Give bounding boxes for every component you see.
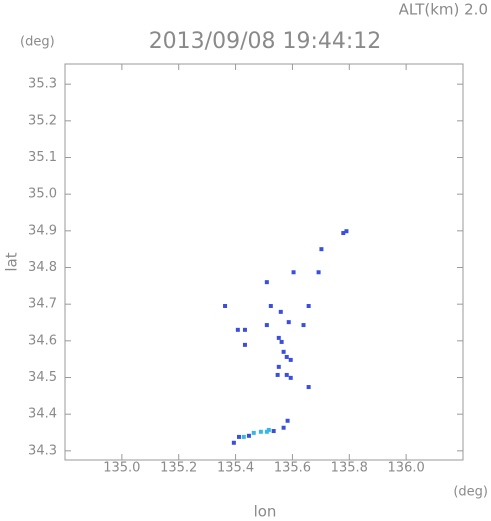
echo-point xyxy=(316,270,321,275)
echo-point xyxy=(241,434,246,439)
y-tick-label: 34.3 xyxy=(28,443,57,458)
y-tick-label: 34.6 xyxy=(28,333,57,348)
echo-point xyxy=(223,304,228,308)
x-unit: (deg) xyxy=(453,485,488,500)
y-tick-label: 34.5 xyxy=(28,370,57,385)
x-tick-label: 135.4 xyxy=(217,461,254,476)
x-tick-label: 135.6 xyxy=(274,461,311,476)
echo-point xyxy=(319,247,324,252)
echo-point xyxy=(271,429,276,434)
echo-point xyxy=(278,309,283,314)
echo-point xyxy=(288,357,293,362)
echo-point xyxy=(231,440,236,445)
echo-point xyxy=(279,339,284,344)
y-tick-label: 34.8 xyxy=(28,260,57,275)
echo-point xyxy=(242,327,247,332)
echo-point xyxy=(285,418,290,423)
y-tick-label: 35.0 xyxy=(28,187,57,202)
echo-point xyxy=(266,427,271,432)
echo-point xyxy=(286,320,291,325)
y-tick-label: 35.2 xyxy=(28,113,57,128)
echo-point xyxy=(236,434,241,439)
y-tick-label: 34.9 xyxy=(28,223,57,238)
echo-point xyxy=(284,372,289,377)
y-tick-label: 34.7 xyxy=(28,297,57,312)
y-tick-label: 34.4 xyxy=(28,407,57,422)
echo-point xyxy=(306,385,311,390)
x-tick-label: 136.0 xyxy=(388,461,425,476)
echo-point xyxy=(284,354,289,359)
echo-point xyxy=(268,304,273,308)
echo-point xyxy=(276,335,281,340)
altitude-label: ALT(km) 2.0 xyxy=(399,1,488,19)
y-tick-label: 35.3 xyxy=(28,77,57,92)
echo-point xyxy=(281,425,286,430)
x-tick-label: 135.0 xyxy=(103,461,140,476)
y-axis-label: lat xyxy=(3,252,21,271)
echo-point xyxy=(235,327,240,332)
y-unit: (deg) xyxy=(20,35,55,50)
echo-point xyxy=(306,304,311,308)
echo-point xyxy=(301,323,306,328)
chart-title: 2013/09/08 19:44:12 xyxy=(149,29,382,54)
echo-point xyxy=(341,231,346,236)
echo-point xyxy=(281,349,286,354)
echo-point xyxy=(242,342,247,347)
x-tick-label: 135.2 xyxy=(160,461,197,476)
echo-point xyxy=(258,429,263,434)
echo-point xyxy=(246,433,251,438)
plot-frame xyxy=(64,63,464,461)
y-tick-label: 35.1 xyxy=(28,150,57,165)
echo-point xyxy=(275,372,280,377)
x-axis-label: lon xyxy=(254,503,277,521)
echo-point xyxy=(264,280,269,285)
echo-point xyxy=(288,375,293,380)
echo-point xyxy=(291,270,296,275)
echo-point xyxy=(344,229,349,234)
echo-point xyxy=(276,364,281,369)
x-tick-label: 135.8 xyxy=(331,461,368,476)
echo-point xyxy=(264,323,269,328)
echo-point xyxy=(251,430,256,435)
